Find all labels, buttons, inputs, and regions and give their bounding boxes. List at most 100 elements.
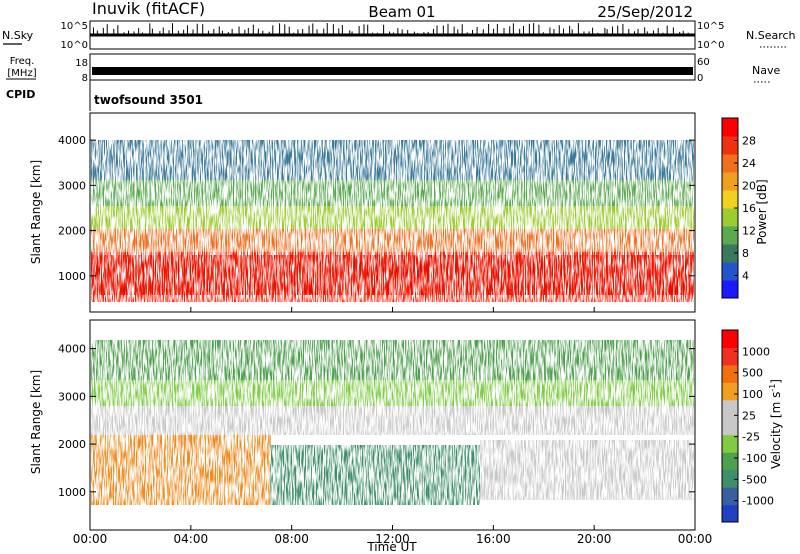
velocity-colorbar-label-sup: -1 — [768, 384, 777, 392]
colorbar-segment — [722, 244, 738, 263]
power-heatmap-core — [91, 255, 694, 295]
y-tick-label: 4000 — [58, 343, 86, 356]
colorbar-segment — [722, 118, 738, 137]
colorbar-tick-label: -100 — [742, 452, 767, 465]
colorbar-tick-label: -500 — [742, 473, 767, 486]
colorbar-segment — [722, 330, 738, 348]
x-axis-label: Time UT — [366, 540, 417, 554]
colorbar-tick-label: 500 — [742, 367, 763, 380]
colorbar-segment — [722, 434, 738, 453]
power-band-4 — [91, 180, 694, 206]
x-tick-label: 16:00 — [476, 532, 511, 546]
power-colorbar-label: Power [dB] — [755, 179, 769, 244]
y-tick-label: 2000 — [58, 225, 86, 238]
nsky-tick-top: 10^5 — [61, 21, 88, 32]
date-title: 25/Sep/2012 — [597, 3, 693, 21]
nave-tick-top: 60 — [697, 57, 710, 68]
colorbar-segment — [722, 452, 738, 471]
freq-unit-label: [MHz] — [7, 68, 36, 79]
x-tick-label: 04:00 — [174, 532, 209, 546]
colorbar-segment — [722, 417, 738, 436]
colorbar-tick-label: 12 — [742, 225, 756, 238]
colorbar-frame — [721, 329, 739, 523]
colorbar-segment — [722, 226, 738, 245]
velocity-band-upper2 — [91, 380, 694, 406]
velocity-colorbar-label: Velocity [m s-1] — [768, 379, 783, 469]
colorbar-segment — [722, 382, 738, 401]
y-tick-label: 1000 — [58, 486, 86, 499]
x-tick-label: 12:00 — [375, 532, 410, 546]
velocity-band-east — [480, 440, 694, 500]
velocity-panel: Slant Range [km] 4000 3000 2000 1000 1000 50… — [29, 319, 783, 531]
colorbar-segment — [722, 136, 738, 155]
colorbar-tick-label: 20 — [742, 180, 756, 193]
colorbar-segment — [722, 172, 738, 191]
colorbar-tick-label: 1000 — [742, 345, 770, 358]
power-band-2 — [91, 228, 694, 252]
colorbar-tick-label: 24 — [742, 157, 756, 170]
colorbar-tick-label: -1000 — [742, 495, 774, 508]
power-panel: Slant Range [km] 4000 3000 2000 1000 28 24 20… — [29, 112, 769, 313]
velocity-band-upper — [91, 405, 694, 435]
x-tick-label: 00:00 — [73, 532, 108, 546]
y-tick-label: 3000 — [58, 179, 86, 192]
x-axis-ticks: 00:00 04:00 08:00 12:00 16:00 20:00 00:00 — [73, 307, 713, 546]
colorbar-segment — [722, 469, 738, 488]
nsearch-label: N.Search — [746, 29, 796, 42]
colorbar-tick-label: 16 — [742, 202, 756, 215]
freq-panel-frame — [89, 53, 696, 81]
cpid-label: CPID — [6, 88, 35, 101]
velocity-yticks: 4000 3000 2000 1000 — [58, 343, 695, 499]
freq-label: Freq. — [10, 56, 35, 67]
power-ylabel: Slant Range [km] — [29, 160, 43, 264]
colorbar-segment — [722, 399, 738, 418]
x-tick-label: 08:00 — [274, 532, 309, 546]
power-yticks: 4000 3000 2000 1000 — [58, 134, 695, 283]
power-colorbar: 28 24 20 16 12 8 4 — [721, 117, 756, 299]
velocity-band-west — [91, 430, 271, 505]
colorbar-tick-label: 25 — [742, 409, 756, 422]
power-core — [91, 255, 694, 295]
colorbar-segment — [722, 364, 738, 383]
power-band-3 — [91, 205, 694, 229]
x-tick-label: 00:00 — [678, 532, 713, 546]
colorbar-segment — [722, 208, 738, 227]
y-tick-label: 1000 — [58, 270, 86, 283]
beam-title: Beam 01 — [368, 3, 435, 21]
power-band-5 — [91, 140, 694, 180]
velocity-ylabel: Slant Range [km] — [29, 370, 43, 474]
freq-tick-bottom: 8 — [82, 73, 88, 84]
velocity-heatmap — [91, 340, 694, 505]
velocity-colorbar-label-close: ] — [769, 379, 783, 384]
nave-trace — [92, 67, 693, 75]
colorbar-segment — [722, 280, 738, 299]
colorbar-segment — [722, 154, 738, 173]
cpid-value: twofsound 3501 — [94, 93, 203, 107]
colorbar-segment — [722, 347, 738, 366]
freq-tick-top: 18 — [75, 58, 88, 69]
velocity-colorbar: 1000 500 100 25 -25 -100 -500 -1000 — [721, 329, 774, 523]
nave-label: Nave — [752, 64, 780, 77]
y-tick-label: 4000 — [58, 134, 86, 147]
colorbar-segment — [722, 190, 738, 209]
velocity-band-center — [270, 445, 480, 505]
y-tick-label: 3000 — [58, 390, 86, 403]
x-tick-label: 20:00 — [577, 532, 612, 546]
nsky-label: N.Sky — [2, 29, 34, 42]
y-tick-label: 2000 — [58, 438, 86, 451]
colorbar-segment — [722, 262, 738, 281]
colorbar-segment — [722, 487, 738, 506]
velocity-band-top — [91, 340, 694, 380]
velocity-colorbar-label-main: Velocity [m s — [769, 392, 783, 469]
colorbar-segment — [722, 504, 738, 523]
nsearch-tick-top: 10^5 — [697, 21, 724, 32]
colorbar-tick-label: 100 — [742, 388, 763, 401]
colorbar-tick-label: 8 — [742, 247, 749, 260]
colorbar-tick-label: -25 — [742, 431, 760, 444]
nave-tick-bottom: 0 — [697, 73, 703, 84]
nsky-tick-bottom: 10^0 — [61, 40, 88, 51]
station-title: Inuvik (fitACF) — [92, 0, 205, 18]
nsearch-tick-bottom: 10^0 — [697, 40, 724, 51]
colorbar-tick-label: 4 — [742, 270, 749, 283]
